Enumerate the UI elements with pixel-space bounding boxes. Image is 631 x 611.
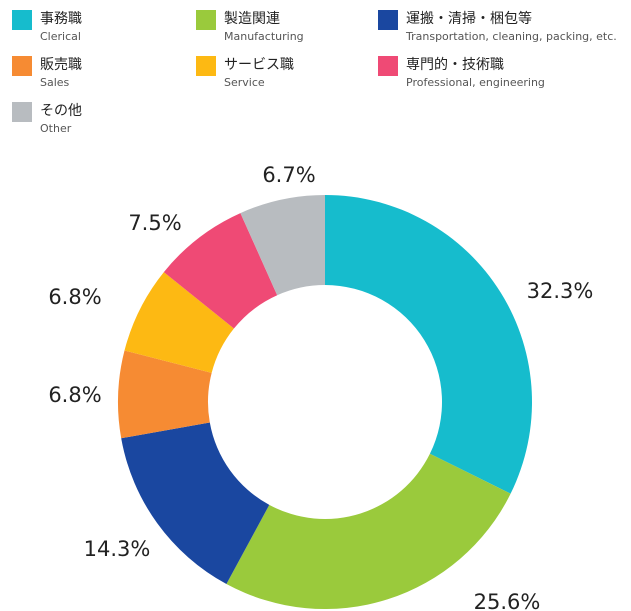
legend-label: その他: [40, 103, 82, 119]
legend-swatch: [12, 102, 32, 122]
donut-segment: [124, 272, 234, 373]
legend-swatch: [196, 10, 216, 30]
legend-sublabel: Transportation, cleaning, packing, etc.: [405, 30, 617, 43]
legend-sublabel: Sales: [40, 76, 70, 89]
value-label: 7.5%: [128, 211, 181, 235]
donut-segment: [325, 195, 532, 494]
legend-label: 専門的・技術職: [406, 57, 504, 73]
value-label: 6.7%: [262, 163, 315, 187]
legend-sublabel: Manufacturing: [224, 30, 304, 43]
legend-sublabel: Clerical: [40, 30, 81, 43]
donut-segment: [226, 453, 511, 609]
legend-label: 製造関連: [224, 11, 280, 27]
legend-swatch: [378, 56, 398, 76]
legend-label: 事務職: [40, 11, 82, 27]
legend-swatch: [12, 56, 32, 76]
donut-segment: [121, 422, 270, 585]
donut-segment: [118, 350, 212, 439]
legend-sublabel: Service: [224, 76, 265, 89]
legend-swatch: [12, 10, 32, 30]
value-label: 32.3%: [527, 279, 594, 303]
legend-sublabel: Other: [40, 122, 72, 135]
value-label: 14.3%: [84, 537, 151, 561]
legend-label: 販売職: [40, 57, 82, 73]
value-label: 6.8%: [48, 383, 101, 407]
donut-segment: [240, 195, 325, 296]
legend-label: サービス職: [224, 57, 294, 73]
legend-sublabel: Professional, engineering: [406, 76, 545, 89]
legend-label: 運搬・清掃・梱包等: [406, 10, 532, 27]
legend-swatch: [378, 10, 398, 30]
value-label: 6.8%: [48, 285, 101, 309]
donut-segment: [163, 213, 278, 329]
value-label: 25.6%: [474, 590, 541, 611]
legend-swatch: [196, 56, 216, 76]
